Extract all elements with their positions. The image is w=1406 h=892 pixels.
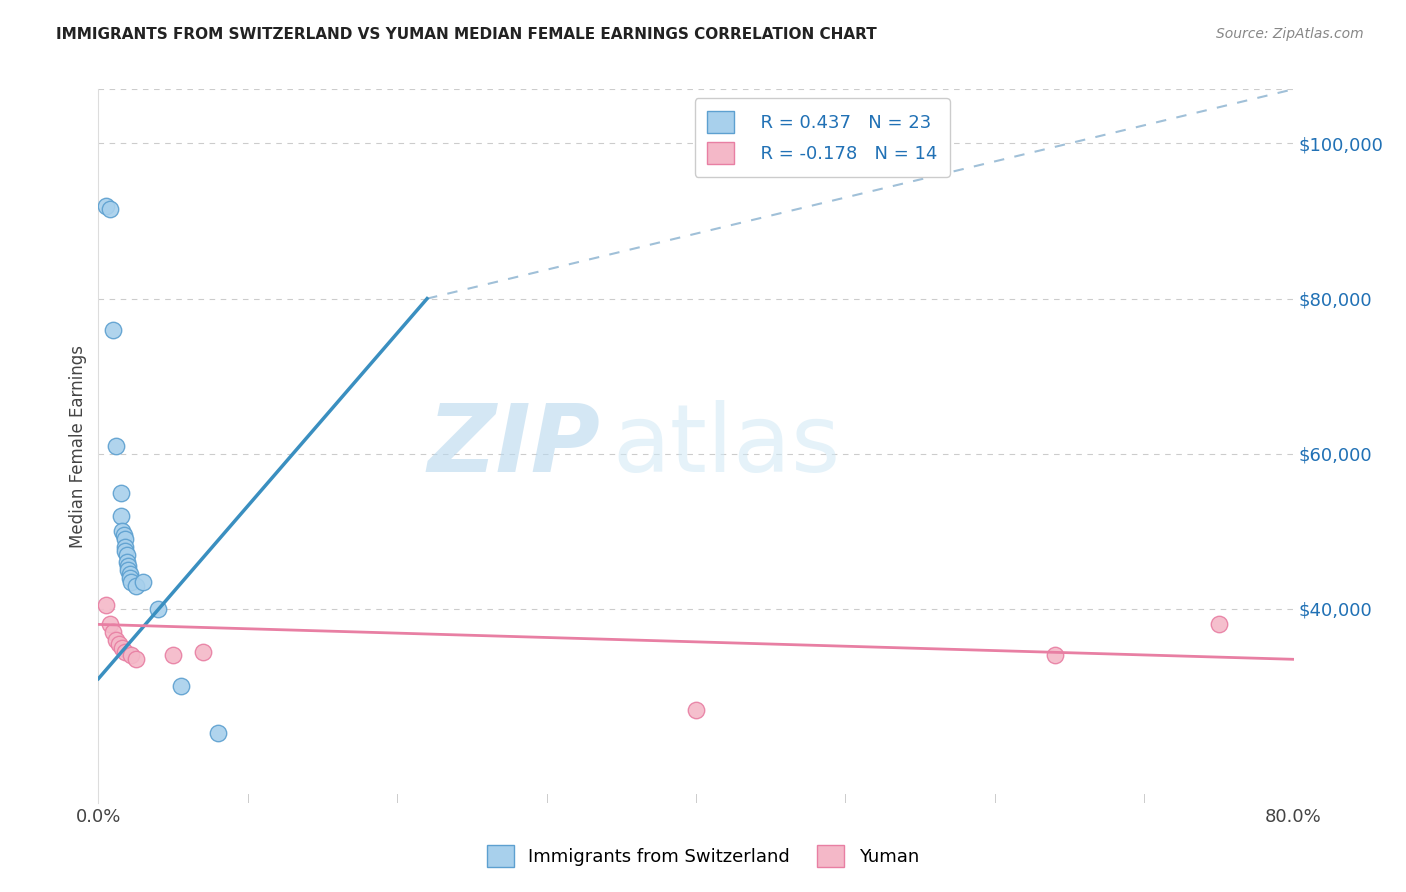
- Point: [169, 680, 191, 694]
- Point: [103, 323, 125, 337]
- Point: [120, 574, 142, 589]
- Text: atlas: atlas: [613, 400, 841, 492]
- Point: [112, 528, 135, 542]
- Point: [111, 524, 134, 539]
- Point: [118, 571, 141, 585]
- Point: [207, 726, 229, 740]
- Point: [1208, 617, 1230, 632]
- Point: [114, 540, 136, 554]
- Point: [191, 644, 214, 658]
- Point: [114, 543, 136, 558]
- Point: [103, 625, 125, 640]
- Point: [117, 559, 139, 574]
- Legend: Immigrants from Switzerland, Yuman: Immigrants from Switzerland, Yuman: [479, 838, 927, 874]
- Point: [94, 598, 117, 612]
- Point: [117, 563, 139, 577]
- Point: [114, 532, 136, 546]
- Point: [120, 648, 142, 663]
- Text: Source: ZipAtlas.com: Source: ZipAtlas.com: [1216, 27, 1364, 41]
- Point: [125, 652, 148, 666]
- Point: [105, 632, 128, 647]
- Point: [1043, 648, 1066, 663]
- Point: [115, 555, 138, 569]
- Point: [111, 640, 134, 655]
- Point: [100, 617, 122, 632]
- Text: ZIP: ZIP: [427, 400, 600, 492]
- Point: [105, 439, 128, 453]
- Point: [118, 566, 141, 581]
- Y-axis label: Median Female Earnings: Median Female Earnings: [69, 344, 87, 548]
- Point: [110, 485, 132, 500]
- Point: [115, 548, 138, 562]
- Legend:   R = 0.437   N = 23,   R = -0.178   N = 14: R = 0.437 N = 23, R = -0.178 N = 14: [695, 98, 950, 177]
- Text: IMMIGRANTS FROM SWITZERLAND VS YUMAN MEDIAN FEMALE EARNINGS CORRELATION CHART: IMMIGRANTS FROM SWITZERLAND VS YUMAN MED…: [56, 27, 877, 42]
- Point: [685, 703, 707, 717]
- Point: [162, 648, 184, 663]
- Point: [108, 637, 131, 651]
- Point: [94, 198, 117, 212]
- Point: [148, 602, 170, 616]
- Point: [100, 202, 122, 217]
- Point: [132, 574, 155, 589]
- Point: [114, 644, 136, 658]
- Point: [110, 508, 132, 523]
- Point: [125, 579, 148, 593]
